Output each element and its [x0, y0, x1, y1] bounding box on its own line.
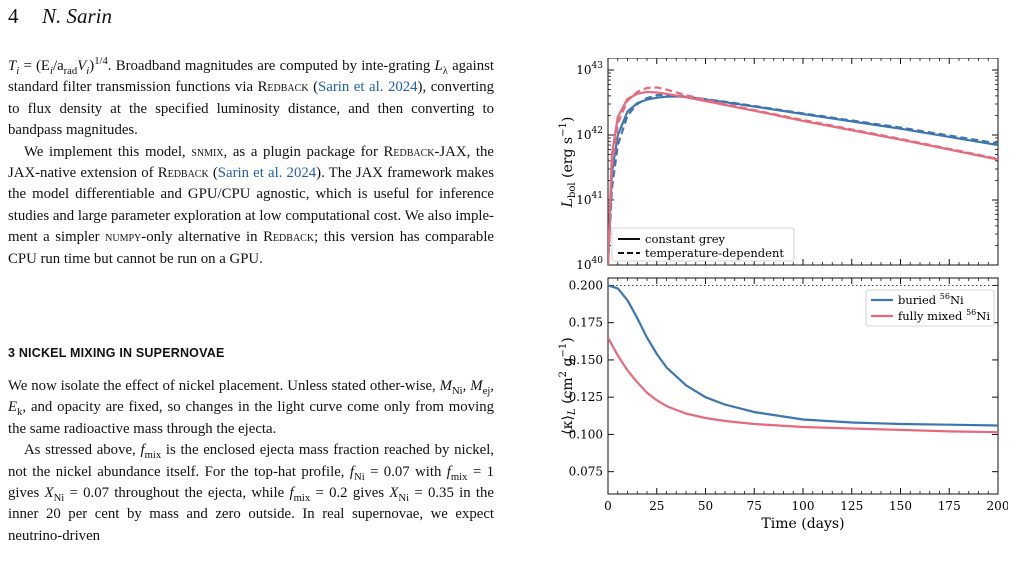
legend-buried-ni: buried 56Ni [898, 292, 964, 307]
bottom-ytick-label: 0.175 [569, 316, 603, 330]
paragraph-1-container: Ti = (Ei/aradVi)1/4. Broadband magnitude… [8, 56, 494, 270]
top-ylabel: Lbol (erg s−1) [558, 117, 578, 209]
bottom-xtick-label: 150 [889, 499, 912, 513]
bottom-series-line [608, 337, 998, 434]
bottom-xtick-label: 25 [649, 499, 664, 513]
bottom-ylabel: ⟨κ⟩L (cm2 g−1) [558, 337, 578, 434]
bottom-xtick-label: 0 [604, 499, 612, 513]
legend-temperature-dependent: temperature-dependent [645, 246, 784, 260]
top-ytick-label: 1042 [576, 126, 603, 142]
page-header: 4 N. Sarin [8, 4, 112, 29]
bottom-ytick-label: 0.100 [569, 427, 603, 441]
paragraph-3-container: We now isolate the effect of nickel plac… [8, 376, 494, 547]
top-legend: constant grey temperature-dependent [611, 227, 795, 262]
bottom-panel-axes: 0 25 50 75 100 125 150 175 200 0.075 0.100 0.125 0.1… [569, 58, 1008, 513]
author-running-head: N. Sarin [42, 4, 113, 28]
legend-fully-mixed-ni: fully mixed 56Ni [898, 308, 990, 323]
paragraph-1: Ti = (Ei/aradVi)1/4. Broadband magnitude… [8, 56, 494, 139]
top-series-line [608, 93, 998, 265]
bottom-xtick-label: 175 [938, 499, 961, 513]
citation-link[interactable]: Sarin et al. 2024 [318, 79, 418, 96]
citation-link[interactable]: Sarin et al. 2024 [217, 165, 317, 182]
redback-name: Redback [257, 79, 309, 96]
bottom-xtick-label: 200 [987, 499, 1008, 513]
bottom-ytick-label: 0.125 [569, 390, 603, 404]
bottom-ytick-label: 0.150 [569, 353, 603, 367]
bottom-xtick-label: 125 [840, 499, 863, 513]
bottom-xtick-label: 100 [792, 499, 815, 513]
bottom-panel-lines [608, 284, 998, 434]
paragraph-4: As stressed above, fmix is the enclosed … [8, 442, 495, 544]
bottom-ytick-label: 0.200 [569, 278, 603, 292]
top-panel-lines [608, 86, 998, 265]
bottom-series-line [608, 284, 998, 427]
legend-constant-grey: constant grey [645, 232, 725, 246]
bottom-xtick-label: 50 [698, 499, 713, 513]
top-ytick-label: 1040 [576, 256, 603, 272]
section-heading: 3 NICKEL MIXING IN SUPERNOVAE [8, 346, 225, 360]
bottom-xlabel: Time (days) [761, 516, 844, 532]
bottom-ytick-label: 0.075 [569, 465, 603, 479]
top-ytick-label: 1041 [576, 191, 603, 207]
paragraph-2: We implement this model, snmix, as a plu… [8, 143, 494, 267]
page-number: 4 [8, 4, 19, 28]
bottom-xtick-label: 75 [747, 499, 762, 513]
top-series-line [608, 86, 998, 265]
paragraph-3: We now isolate the effect of nickel plac… [8, 378, 494, 437]
bottom-legend: buried 56Ni fully mixed 56Ni [865, 289, 995, 327]
top-ytick-label: 1043 [576, 61, 603, 77]
